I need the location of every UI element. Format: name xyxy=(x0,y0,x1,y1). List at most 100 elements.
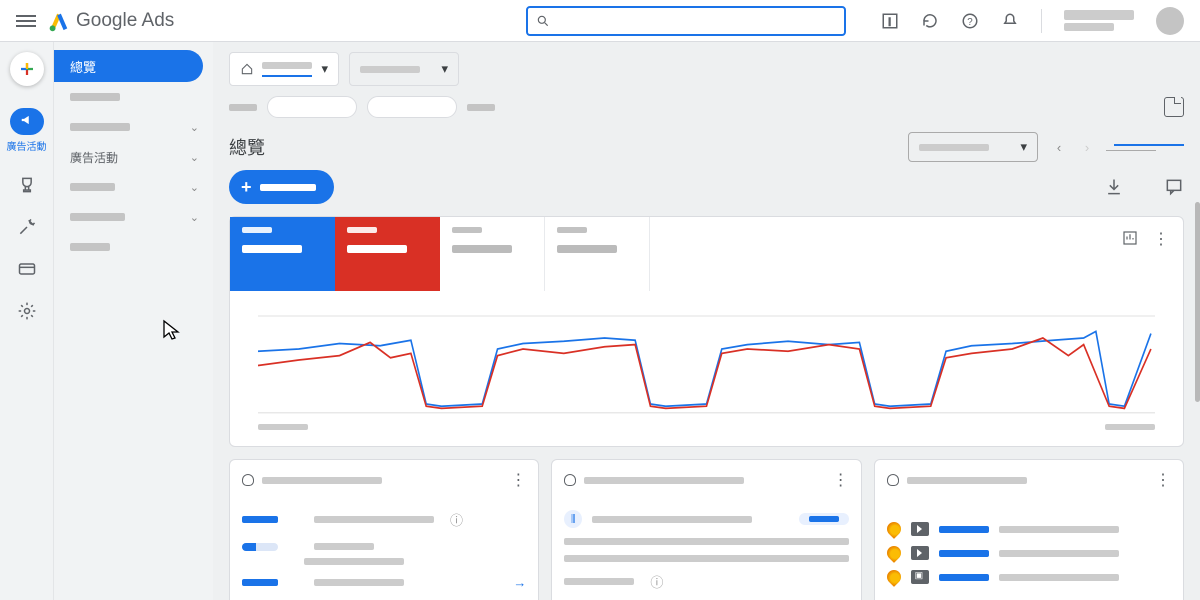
filter-chip[interactable] xyxy=(267,96,357,118)
tools-icon xyxy=(17,217,37,237)
refresh-icon[interactable] xyxy=(921,12,939,30)
arrow-right-icon[interactable]: → xyxy=(513,575,526,590)
sidebar-campaigns-label: 廣告活動 xyxy=(70,149,118,166)
search-input[interactable] xyxy=(526,6,846,36)
bulb-icon xyxy=(887,474,899,486)
caret-down-icon: ▾ xyxy=(441,61,448,77)
reports-icon[interactable] xyxy=(881,12,899,30)
save-icon[interactable] xyxy=(1164,97,1184,117)
header-actions: ? xyxy=(881,7,1184,35)
video-icon xyxy=(911,546,929,560)
rail-tools[interactable] xyxy=(17,217,37,237)
chart-x-label xyxy=(258,424,308,430)
caret-down-icon: ▾ xyxy=(321,61,328,77)
asset-row[interactable] xyxy=(887,570,1171,584)
metric-tabs: ⋮ xyxy=(230,217,1183,291)
rail-campaigns-label: 廣告活動 xyxy=(7,138,47,153)
insight-cards: ⋮ ⓘ → → → ⋮ ⫼ ⓘ xyxy=(213,459,1200,600)
nav-rail: 廣告活動 xyxy=(0,42,53,600)
chevron-down-icon: ⌄ xyxy=(190,151,199,164)
logo[interactable]: Google Ads xyxy=(48,10,174,32)
info-icon[interactable]: ⓘ xyxy=(650,572,663,591)
sidebar-item[interactable] xyxy=(54,232,213,262)
google-ads-logo-icon xyxy=(48,10,70,32)
fire-icon xyxy=(884,567,904,587)
header: Google Ads ? xyxy=(0,0,1200,42)
page-title: 總覽 xyxy=(229,134,265,160)
video-icon xyxy=(911,522,929,536)
logo-text: Google Ads xyxy=(76,10,174,32)
plus-icon xyxy=(18,60,36,78)
new-campaign-button[interactable]: + xyxy=(229,170,334,204)
scrollbar[interactable] xyxy=(1195,202,1200,402)
info-icon[interactable]: ⓘ xyxy=(450,510,463,529)
fire-icon xyxy=(884,543,904,563)
filter-chip[interactable] xyxy=(367,96,457,118)
hamburger-menu-icon[interactable] xyxy=(16,12,36,30)
chevron-down-icon: ⌄ xyxy=(190,211,199,224)
performance-chart-card: ⋮ xyxy=(229,216,1184,447)
sidebar-overview[interactable]: 總覽 xyxy=(54,50,203,82)
gear-icon xyxy=(17,301,37,321)
asset-row[interactable] xyxy=(887,522,1171,536)
scope-selectors: ▾ ▾ xyxy=(213,42,1200,92)
rail-campaigns[interactable]: 廣告活動 xyxy=(7,108,47,153)
asset-row[interactable] xyxy=(887,546,1171,560)
card-icon xyxy=(17,259,37,279)
divider xyxy=(1041,9,1042,33)
sidebar-item[interactable]: ⌄ xyxy=(54,202,213,232)
bulb-icon xyxy=(242,474,254,486)
chevron-down-icon: ⌄ xyxy=(190,121,199,134)
card-menu-icon[interactable]: ⋮ xyxy=(1153,229,1169,279)
fire-icon xyxy=(884,519,904,539)
view-button[interactable] xyxy=(799,513,849,525)
plus-icon: + xyxy=(241,177,252,198)
insight-card-3: ⋮ xyxy=(874,459,1184,600)
line-chart xyxy=(258,305,1155,415)
notifications-icon[interactable] xyxy=(1001,12,1019,30)
comparison-indicator xyxy=(1114,144,1184,146)
chart-badge-icon: ⫼ xyxy=(564,510,582,528)
card-menu-icon[interactable]: ⋮ xyxy=(833,470,849,490)
account-dropdown[interactable]: ▾ xyxy=(229,52,339,86)
search-icon xyxy=(536,14,550,28)
sidebar-campaigns[interactable]: 廣告活動 ⌄ xyxy=(54,142,213,172)
campaign-dropdown[interactable]: ▾ xyxy=(349,52,459,86)
home-icon xyxy=(240,62,254,76)
svg-text:?: ? xyxy=(967,16,973,27)
metric-tab-4[interactable] xyxy=(545,217,650,291)
avatar[interactable] xyxy=(1156,7,1184,35)
account-switcher[interactable] xyxy=(1064,10,1134,31)
feedback-icon[interactable] xyxy=(1164,177,1184,197)
insight-card-2: ⋮ ⫼ ⓘ xyxy=(551,459,861,600)
chart-x-label xyxy=(1105,424,1155,430)
caret-down-icon: ▾ xyxy=(1020,139,1027,155)
expand-chart-icon[interactable] xyxy=(1121,229,1139,247)
rail-goals[interactable] xyxy=(17,175,37,195)
bulb-icon xyxy=(564,474,576,486)
rail-billing[interactable] xyxy=(17,259,37,279)
sidebar-item[interactable]: ⌄ xyxy=(54,172,213,202)
action-bar: + xyxy=(213,170,1200,216)
next-period-button[interactable]: › xyxy=(1076,136,1098,158)
metric-tab-1[interactable] xyxy=(230,217,335,291)
date-range-dropdown[interactable]: ▾ xyxy=(908,132,1038,162)
breadcrumb xyxy=(213,92,1200,128)
prev-period-button[interactable]: ‹ xyxy=(1048,136,1070,158)
sidebar-item[interactable] xyxy=(54,82,213,112)
download-icon[interactable] xyxy=(1104,177,1124,197)
rail-admin[interactable] xyxy=(17,301,37,321)
metric-tab-3[interactable] xyxy=(440,217,545,291)
title-bar: 總覽 ▾ ‹ › xyxy=(213,128,1200,170)
megaphone-icon xyxy=(20,113,34,127)
crumb xyxy=(229,104,257,111)
sidebar-item[interactable]: ⌄ xyxy=(54,112,213,142)
help-icon[interactable]: ? xyxy=(961,12,979,30)
trophy-icon xyxy=(17,175,37,195)
create-button[interactable] xyxy=(10,52,44,86)
content: ▾ ▾ 總覽 ▾ ‹ › xyxy=(213,42,1200,600)
card-menu-icon[interactable]: ⋮ xyxy=(1155,470,1171,490)
metric-tab-2[interactable] xyxy=(335,217,440,291)
card-menu-icon[interactable]: ⋮ xyxy=(510,470,526,490)
chevron-down-icon: ⌄ xyxy=(190,181,199,194)
